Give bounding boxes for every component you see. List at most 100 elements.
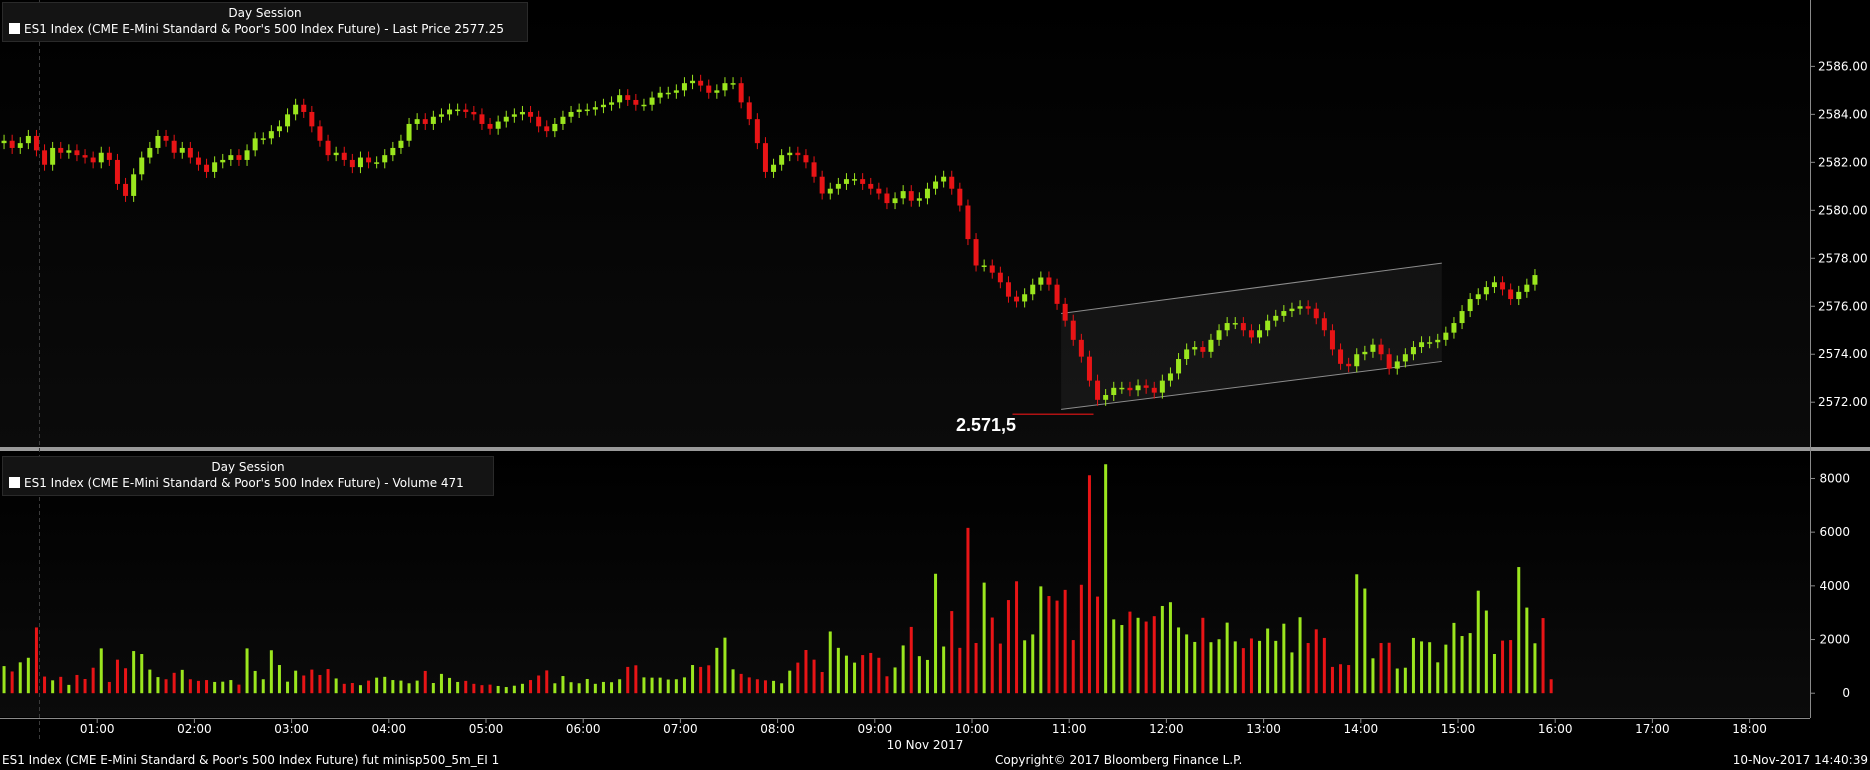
candle-body [1224, 323, 1230, 331]
volume-bar [763, 680, 767, 694]
volume-bar [1063, 589, 1067, 694]
volume-bar [1509, 640, 1513, 694]
volume-bar [294, 670, 298, 694]
price-tick-label: 2586.00 [1818, 59, 1868, 73]
volume-bar [1120, 625, 1124, 694]
candle-body [50, 147, 56, 165]
price-legend[interactable]: Day Session ES1 Index (CME E-Mini Standa… [2, 2, 528, 42]
volume-bar [1460, 636, 1464, 694]
volume-bar [674, 679, 678, 694]
volume-bar [715, 647, 719, 694]
candle-body [1240, 323, 1246, 331]
candle-body [33, 135, 39, 151]
time-tick-label: 11:00 [1052, 722, 1087, 736]
candle-body [511, 114, 517, 117]
candle-body [98, 152, 104, 163]
candle-body [908, 191, 914, 201]
candle-body [66, 150, 72, 153]
volume-bar [488, 684, 492, 694]
price-tick-label: 2572.00 [1818, 395, 1868, 409]
candle-body [366, 157, 372, 163]
candle-body [1508, 289, 1514, 300]
candle-body [341, 152, 347, 160]
volume-bar [707, 665, 711, 694]
volume-bar [1298, 617, 1302, 694]
candle-body [430, 116, 436, 124]
candle-body [147, 147, 153, 158]
volume-bar [917, 656, 921, 694]
volume-bars-group [2, 464, 1553, 694]
candle-body [657, 92, 663, 98]
volume-bar [1031, 634, 1035, 694]
candle-body [649, 97, 655, 105]
candle-body [1459, 311, 1465, 324]
volume-bar [812, 659, 816, 694]
candle-body [536, 116, 542, 127]
candle-body [382, 155, 388, 163]
volume-bar [261, 679, 265, 694]
volume-bar [59, 676, 63, 694]
time-tick-label: 16:00 [1538, 722, 1573, 736]
volume-bar [537, 675, 541, 694]
candle-body [309, 111, 315, 127]
volume-bar [666, 679, 670, 694]
candle-body [876, 188, 882, 194]
volume-bar [626, 666, 630, 694]
volume-bar [1355, 574, 1359, 694]
candle-body [965, 205, 971, 240]
volume-bar [804, 649, 808, 694]
volume-bar [1525, 607, 1529, 694]
candle-body [447, 109, 453, 115]
candle-body [1354, 354, 1360, 367]
volume-axis-ticks: 0 2000 4000 6000 8000 [1810, 471, 1850, 700]
volume-tick-label: 8000 [1819, 471, 1850, 485]
candle-body [827, 188, 833, 194]
candle-body [1014, 296, 1020, 302]
candle-body [244, 150, 250, 160]
time-tick-label: 17:00 [1635, 722, 1670, 736]
candles-group [1, 74, 1538, 406]
volume-bar [18, 662, 22, 694]
volume-bar [739, 673, 743, 694]
volume-bar [642, 677, 646, 694]
candle-body [641, 104, 647, 107]
time-tick-label: 03:00 [274, 722, 309, 736]
volume-bar [869, 652, 873, 694]
volume-legend[interactable]: Day Session ES1 Index (CME E-Mini Standa… [2, 456, 494, 496]
volume-bar [682, 677, 686, 694]
volume-bar [658, 677, 662, 694]
candle-body [1022, 294, 1028, 302]
volume-bar [1363, 588, 1367, 694]
volume-bar [593, 683, 597, 694]
candle-body [455, 109, 461, 112]
volume-bar [885, 676, 889, 694]
volume-bar [942, 646, 946, 694]
candle-body [1329, 330, 1335, 350]
candle-body [552, 123, 558, 132]
time-tick-label: 02:00 [177, 722, 212, 736]
candle-body [1402, 354, 1408, 362]
candle-body [1273, 315, 1279, 321]
volume-bar [650, 677, 654, 694]
candle-body [1265, 320, 1271, 331]
volume-bar [51, 680, 55, 694]
price-session-label: Day Session [228, 6, 302, 20]
volume-bar [747, 677, 751, 694]
candle-body [1297, 306, 1303, 309]
candle-body [1030, 284, 1036, 295]
volume-bar [1249, 638, 1253, 694]
volume-bar [472, 683, 476, 694]
candle-body [1338, 349, 1344, 364]
volume-bar [820, 672, 824, 694]
volume-bar [1071, 640, 1075, 694]
candle-body [1491, 282, 1497, 288]
candle-body [495, 121, 501, 129]
candle-body [1289, 308, 1295, 312]
candle-body [803, 155, 809, 163]
candle-body [665, 92, 671, 95]
candle-body [1410, 347, 1416, 355]
volume-bar [1379, 643, 1383, 694]
price-tick-label: 2582.00 [1818, 155, 1868, 169]
candle-body [852, 179, 858, 181]
